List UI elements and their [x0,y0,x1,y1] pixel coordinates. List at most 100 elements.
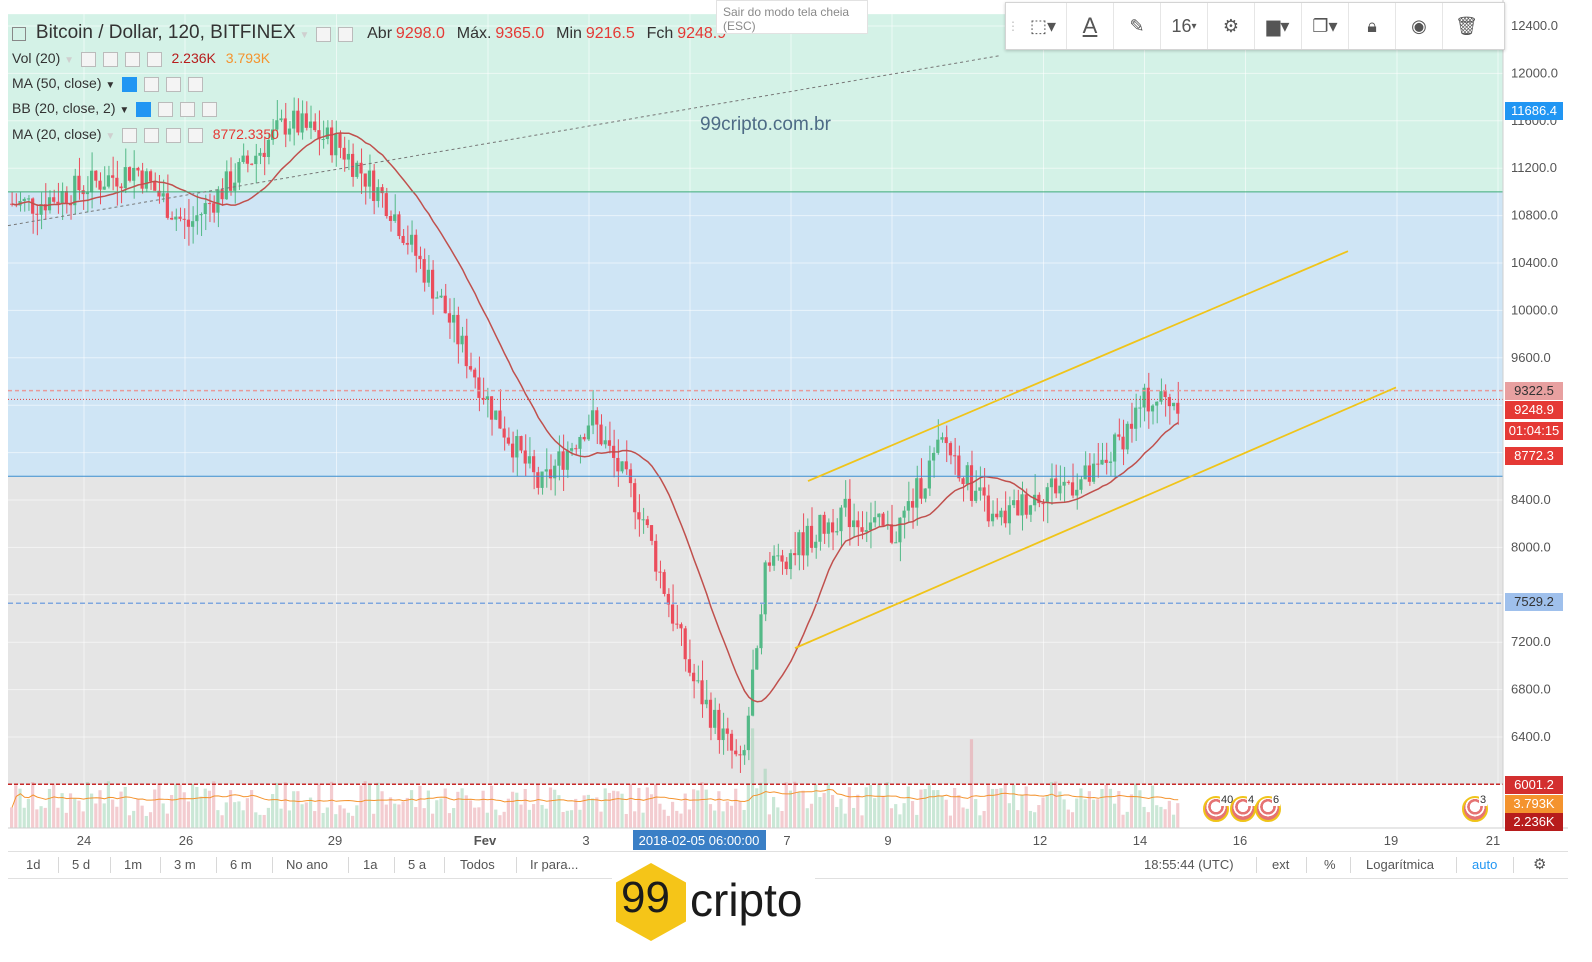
gear-icon[interactable]: ⚙ [1208,3,1255,49]
candle-body [456,314,460,345]
candle-body [178,216,182,219]
candle-body [422,259,426,283]
gear-icon[interactable] [144,127,160,143]
range-6m[interactable]: 6 m [230,857,252,872]
volume-bar [384,804,388,828]
volume-bar [1142,806,1146,828]
visibility-icon[interactable] [136,101,152,117]
volume-bar [178,784,182,828]
close-icon[interactable] [201,101,217,117]
gear-icon[interactable] [144,76,160,92]
candle-body [793,553,797,556]
volume-bar [801,790,805,828]
volume-ma-line [11,788,1179,808]
price-tick: 8000.0 [1511,539,1551,554]
font-size-select[interactable]: 16 ▾ [1161,3,1208,49]
range-1y[interactable]: 1a [363,857,378,872]
volume-label: Vol (20) [12,50,61,66]
candle-body [199,214,203,216]
volume-bar [464,795,468,828]
range-ytd[interactable]: No ano [286,857,328,872]
close-icon[interactable] [187,76,203,92]
volume-bar [885,782,889,828]
candle-body [641,519,645,521]
range-3m[interactable]: 3 m [174,857,196,872]
event-flag-icon[interactable]: 4 [1230,794,1256,822]
candle-body [574,448,578,450]
settings-icon[interactable] [80,51,96,67]
candle-body [510,443,515,458]
volume-bar [169,794,174,828]
text-color-icon[interactable]: A [1067,3,1114,49]
volume-bar [923,789,927,828]
visibility-icon[interactable] [122,76,138,92]
time-tick: 14 [1133,833,1147,848]
drag-handle-icon[interactable]: ⋮ [1007,19,1019,33]
zone-band [8,476,1503,785]
volume-bar [10,807,14,828]
candle-body [489,396,494,420]
eye-icon[interactable]: ◉ [1396,3,1443,49]
settings-icon[interactable] [316,26,332,42]
select-icon[interactable]: ⬚▾ [1020,3,1067,49]
background-icon[interactable]: ▆▾ [1255,3,1302,49]
time-tick: 7 [783,833,790,848]
settings-icon[interactable] [122,127,138,143]
volume-bar [995,788,999,828]
gear-icon[interactable] [102,51,118,67]
volume-bar [902,803,906,828]
range-5d[interactable]: 5 d [72,857,91,872]
ma20-label: MA (20, close) [12,126,102,142]
volume-bar [755,788,759,828]
extended-hours-toggle[interactable]: ext [1272,857,1290,872]
candle-body [195,215,199,222]
candle-body [384,193,388,217]
volume-bar [944,799,948,828]
time-tick: 12 [1033,833,1047,848]
candle-body [275,120,279,130]
close-icon[interactable] [187,127,203,143]
plus-icon[interactable] [179,101,195,117]
volume-bar [203,788,207,828]
pencil-icon[interactable]: ✎ [1114,3,1161,49]
visibility-icon[interactable] [338,26,354,42]
range-1d[interactable]: 1d [26,857,41,872]
volume-bar [325,807,329,828]
event-flag-icon[interactable]: 40 [1203,794,1235,822]
volume-bar [64,812,68,828]
auto-scale-toggle[interactable]: auto [1472,857,1498,872]
percent-toggle[interactable]: % [1324,857,1336,872]
volume-bar [363,781,367,828]
gear-icon[interactable]: ⚙ [1533,856,1547,873]
candle-body [1062,481,1066,486]
candle-body [123,167,127,189]
plus-icon[interactable] [124,51,140,67]
range-1m[interactable]: 1m [124,857,143,872]
trash-icon[interactable]: 🗑︎ [1455,15,1478,36]
clone-icon[interactable]: ❐▾ [1302,3,1349,49]
event-flag-icon[interactable]: 6 [1255,794,1281,822]
volume-bar [81,811,85,828]
candle-body [965,465,969,485]
candle-body [1007,505,1011,524]
plus-icon[interactable] [165,76,181,92]
gear-icon[interactable] [158,101,174,117]
log-scale-toggle[interactable]: Logarítmica [1366,857,1434,872]
event-flag-icon[interactable]: 3 [1462,794,1488,822]
close-icon[interactable] [146,51,162,67]
range-5y[interactable]: 5 a [408,857,427,872]
collapse-icon[interactable] [12,27,26,42]
candle-body [431,269,435,299]
close-label: Fch [646,25,674,42]
volume-bar [1125,811,1129,828]
lock-icon[interactable]: 🔒︎ [1349,3,1396,49]
range-all[interactable]: Todos [460,857,495,872]
candle-body [393,214,397,221]
volume-bar [767,814,771,828]
goto-date-button[interactable]: Ir para... [530,857,579,872]
plus-icon[interactable] [165,127,181,143]
volume-bar [1171,814,1176,828]
volume-bar [1138,790,1142,828]
volume-bar [814,784,818,828]
